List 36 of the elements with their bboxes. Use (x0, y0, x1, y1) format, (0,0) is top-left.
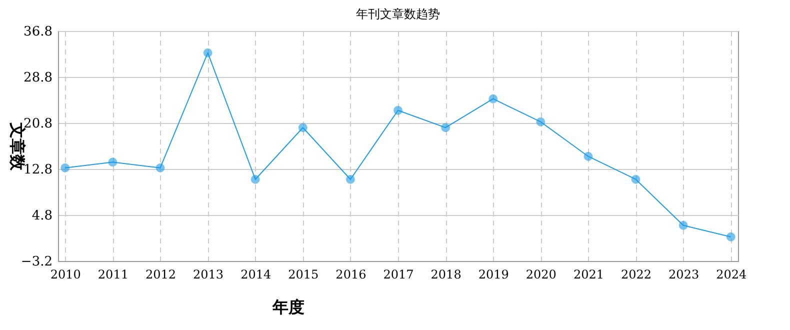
x-tick-label: 2011 (98, 268, 128, 282)
x-tick-label: 2010 (50, 268, 81, 282)
point (678, 220, 688, 230)
x-tick-label: 2017 (383, 268, 414, 282)
point (726, 232, 736, 242)
x-tick-label: 2015 (288, 268, 319, 282)
x-tick-label: 2020 (526, 268, 556, 282)
point (346, 174, 355, 184)
point (156, 163, 165, 172)
x-tick-label: 2012 (145, 268, 176, 282)
point (60, 163, 70, 172)
y-tick-label: 4.8 (32, 208, 52, 224)
y-tick-label: 36.8 (24, 24, 52, 40)
x-axis-title: 年度 (272, 298, 304, 316)
x-tick-label: 2022 (620, 268, 652, 282)
x-tick-label: 2024 (716, 268, 747, 282)
point (298, 123, 308, 132)
x-tick-label: 2016 (336, 268, 366, 282)
x-tick-label: 2021 (573, 268, 604, 282)
point (631, 174, 640, 184)
point (394, 106, 402, 115)
point (203, 48, 212, 58)
point (536, 117, 546, 126)
y-tick-label: 28.8 (24, 70, 52, 86)
point (250, 174, 260, 184)
point (488, 94, 498, 104)
x-tick-label: 2018 (430, 268, 462, 282)
point (108, 158, 118, 167)
point (584, 152, 593, 161)
x-tick-label: 2023 (668, 268, 700, 282)
y-tick-label: −3.2 (20, 254, 52, 270)
x-tick-label: 2013 (193, 268, 224, 282)
x-tick-label: 2019 (478, 268, 509, 282)
point (441, 123, 450, 132)
x-tick-label: 2014 (240, 268, 272, 282)
chart-title: 年刊文章数趋势 (356, 7, 440, 21)
